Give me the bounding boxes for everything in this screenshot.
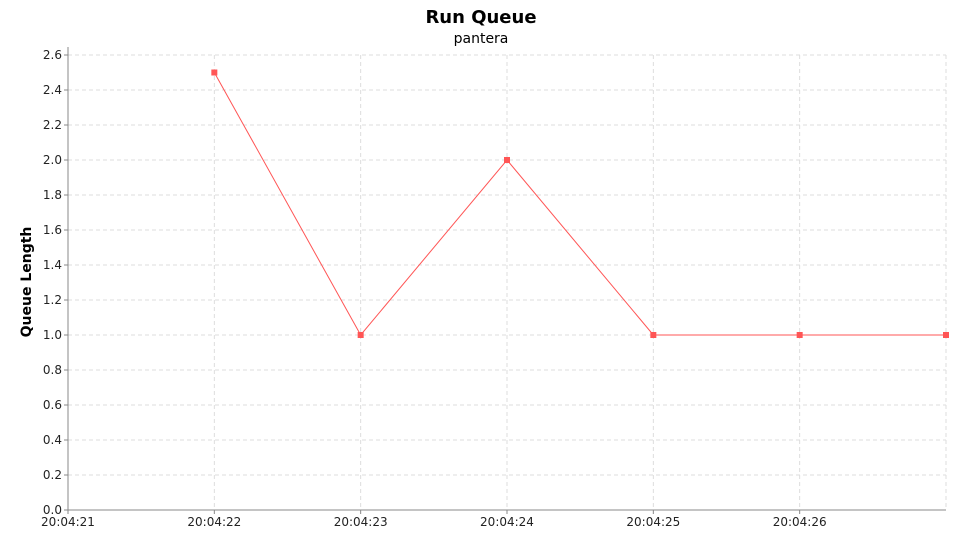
data-series: [211, 69, 949, 338]
x-tick-label: 20:04:26: [773, 515, 827, 529]
chart-title: Run Queue: [425, 7, 536, 28]
y-tick-label: 2.2: [43, 118, 62, 132]
x-tick-label: 20:04:25: [626, 515, 680, 529]
data-point: [357, 332, 364, 338]
tick-labels: 0.0 0.2 0.4 0.6 0.8 1.0 1.2 1.4 1.6 1.8 2.0 2.2 2.4 2…: [41, 48, 827, 529]
grid-lines: [68, 54, 947, 510]
y-tick-label: 0.4: [43, 433, 62, 447]
data-point: [211, 69, 218, 76]
data-point: [650, 332, 657, 338]
y-tick-label: 0.0: [43, 503, 62, 517]
x-tick-label: 20:04:24: [480, 515, 534, 529]
y-tick-label: 2.6: [43, 48, 62, 62]
y-tick-label: 0.6: [43, 398, 62, 412]
y-tick-label: 2.4: [43, 83, 62, 97]
y-tick-label: 2.0: [43, 153, 62, 167]
x-tick-label: 20:04:21: [41, 515, 95, 529]
series-line: [213, 72, 946, 336]
y-tick-label: 0.2: [43, 468, 62, 482]
y-tick-label: 1.0: [43, 328, 62, 342]
axes: [64, 47, 946, 514]
x-tick-label: 20:04:23: [334, 515, 388, 529]
data-point: [504, 157, 510, 163]
y-tick-label: 0.8: [43, 363, 62, 377]
y-tick-label: 1.8: [43, 188, 62, 202]
chart-subtitle: pantera: [454, 31, 509, 47]
x-tick-label: 20:04:22: [187, 515, 241, 529]
data-point: [796, 332, 803, 338]
y-tick-label: 1.2: [43, 293, 62, 307]
y-axis-label: Queue Length: [19, 227, 35, 338]
data-point: [943, 332, 949, 338]
y-tick-label: 1.4: [43, 258, 62, 272]
y-tick-label: 1.6: [43, 223, 62, 237]
